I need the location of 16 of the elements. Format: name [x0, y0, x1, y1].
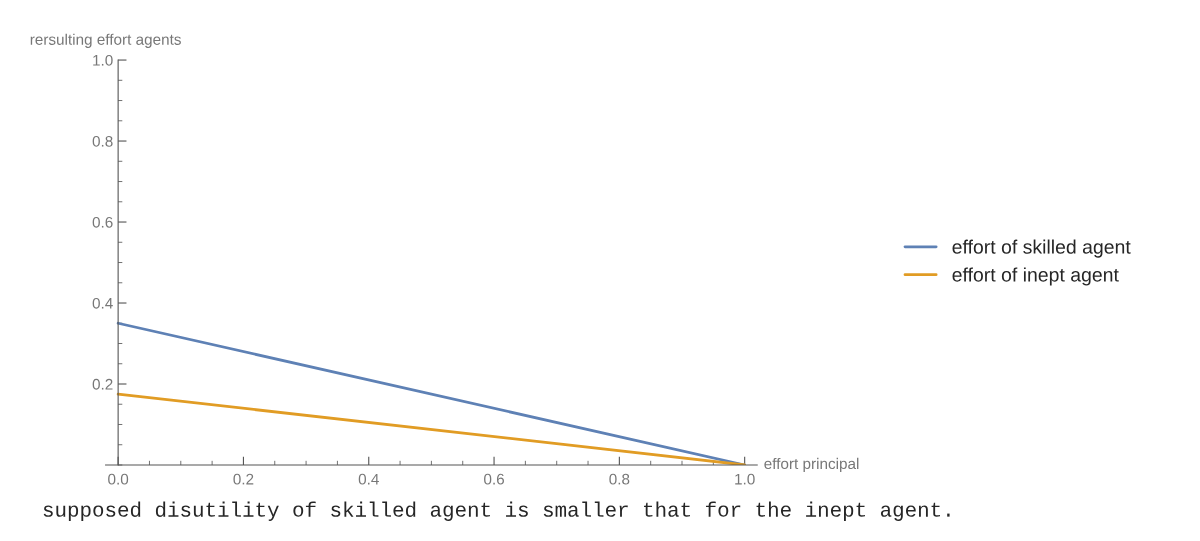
x-tick-label: 0.2	[233, 473, 254, 485]
y-axis-title: rersulting effort agents	[30, 33, 181, 48]
x-tick-label: 0.4	[358, 473, 379, 485]
x-axis-title: effort principal	[764, 457, 859, 473]
x-tick-label: 0.0	[108, 473, 129, 485]
y-tick-label: 0.6	[92, 216, 113, 228]
y-tick-label: 1.0	[93, 54, 113, 66]
legend-label: effort of inept agent	[952, 267, 1119, 286]
y-tick-label: 0.2	[92, 378, 113, 390]
x-tick-label: 0.8	[609, 473, 630, 485]
y-tick-label: 0.8	[92, 135, 113, 147]
x-tick-label: 1.0	[735, 473, 755, 485]
text: supposed disutility of skilled agent is smaller that for the inept agent.	[43, 501, 950, 521]
x-tick-label: 0.6	[484, 473, 504, 485]
y-tick-label: 0.4	[92, 297, 113, 309]
legend-label: effort of skilled agent	[952, 239, 1131, 258]
